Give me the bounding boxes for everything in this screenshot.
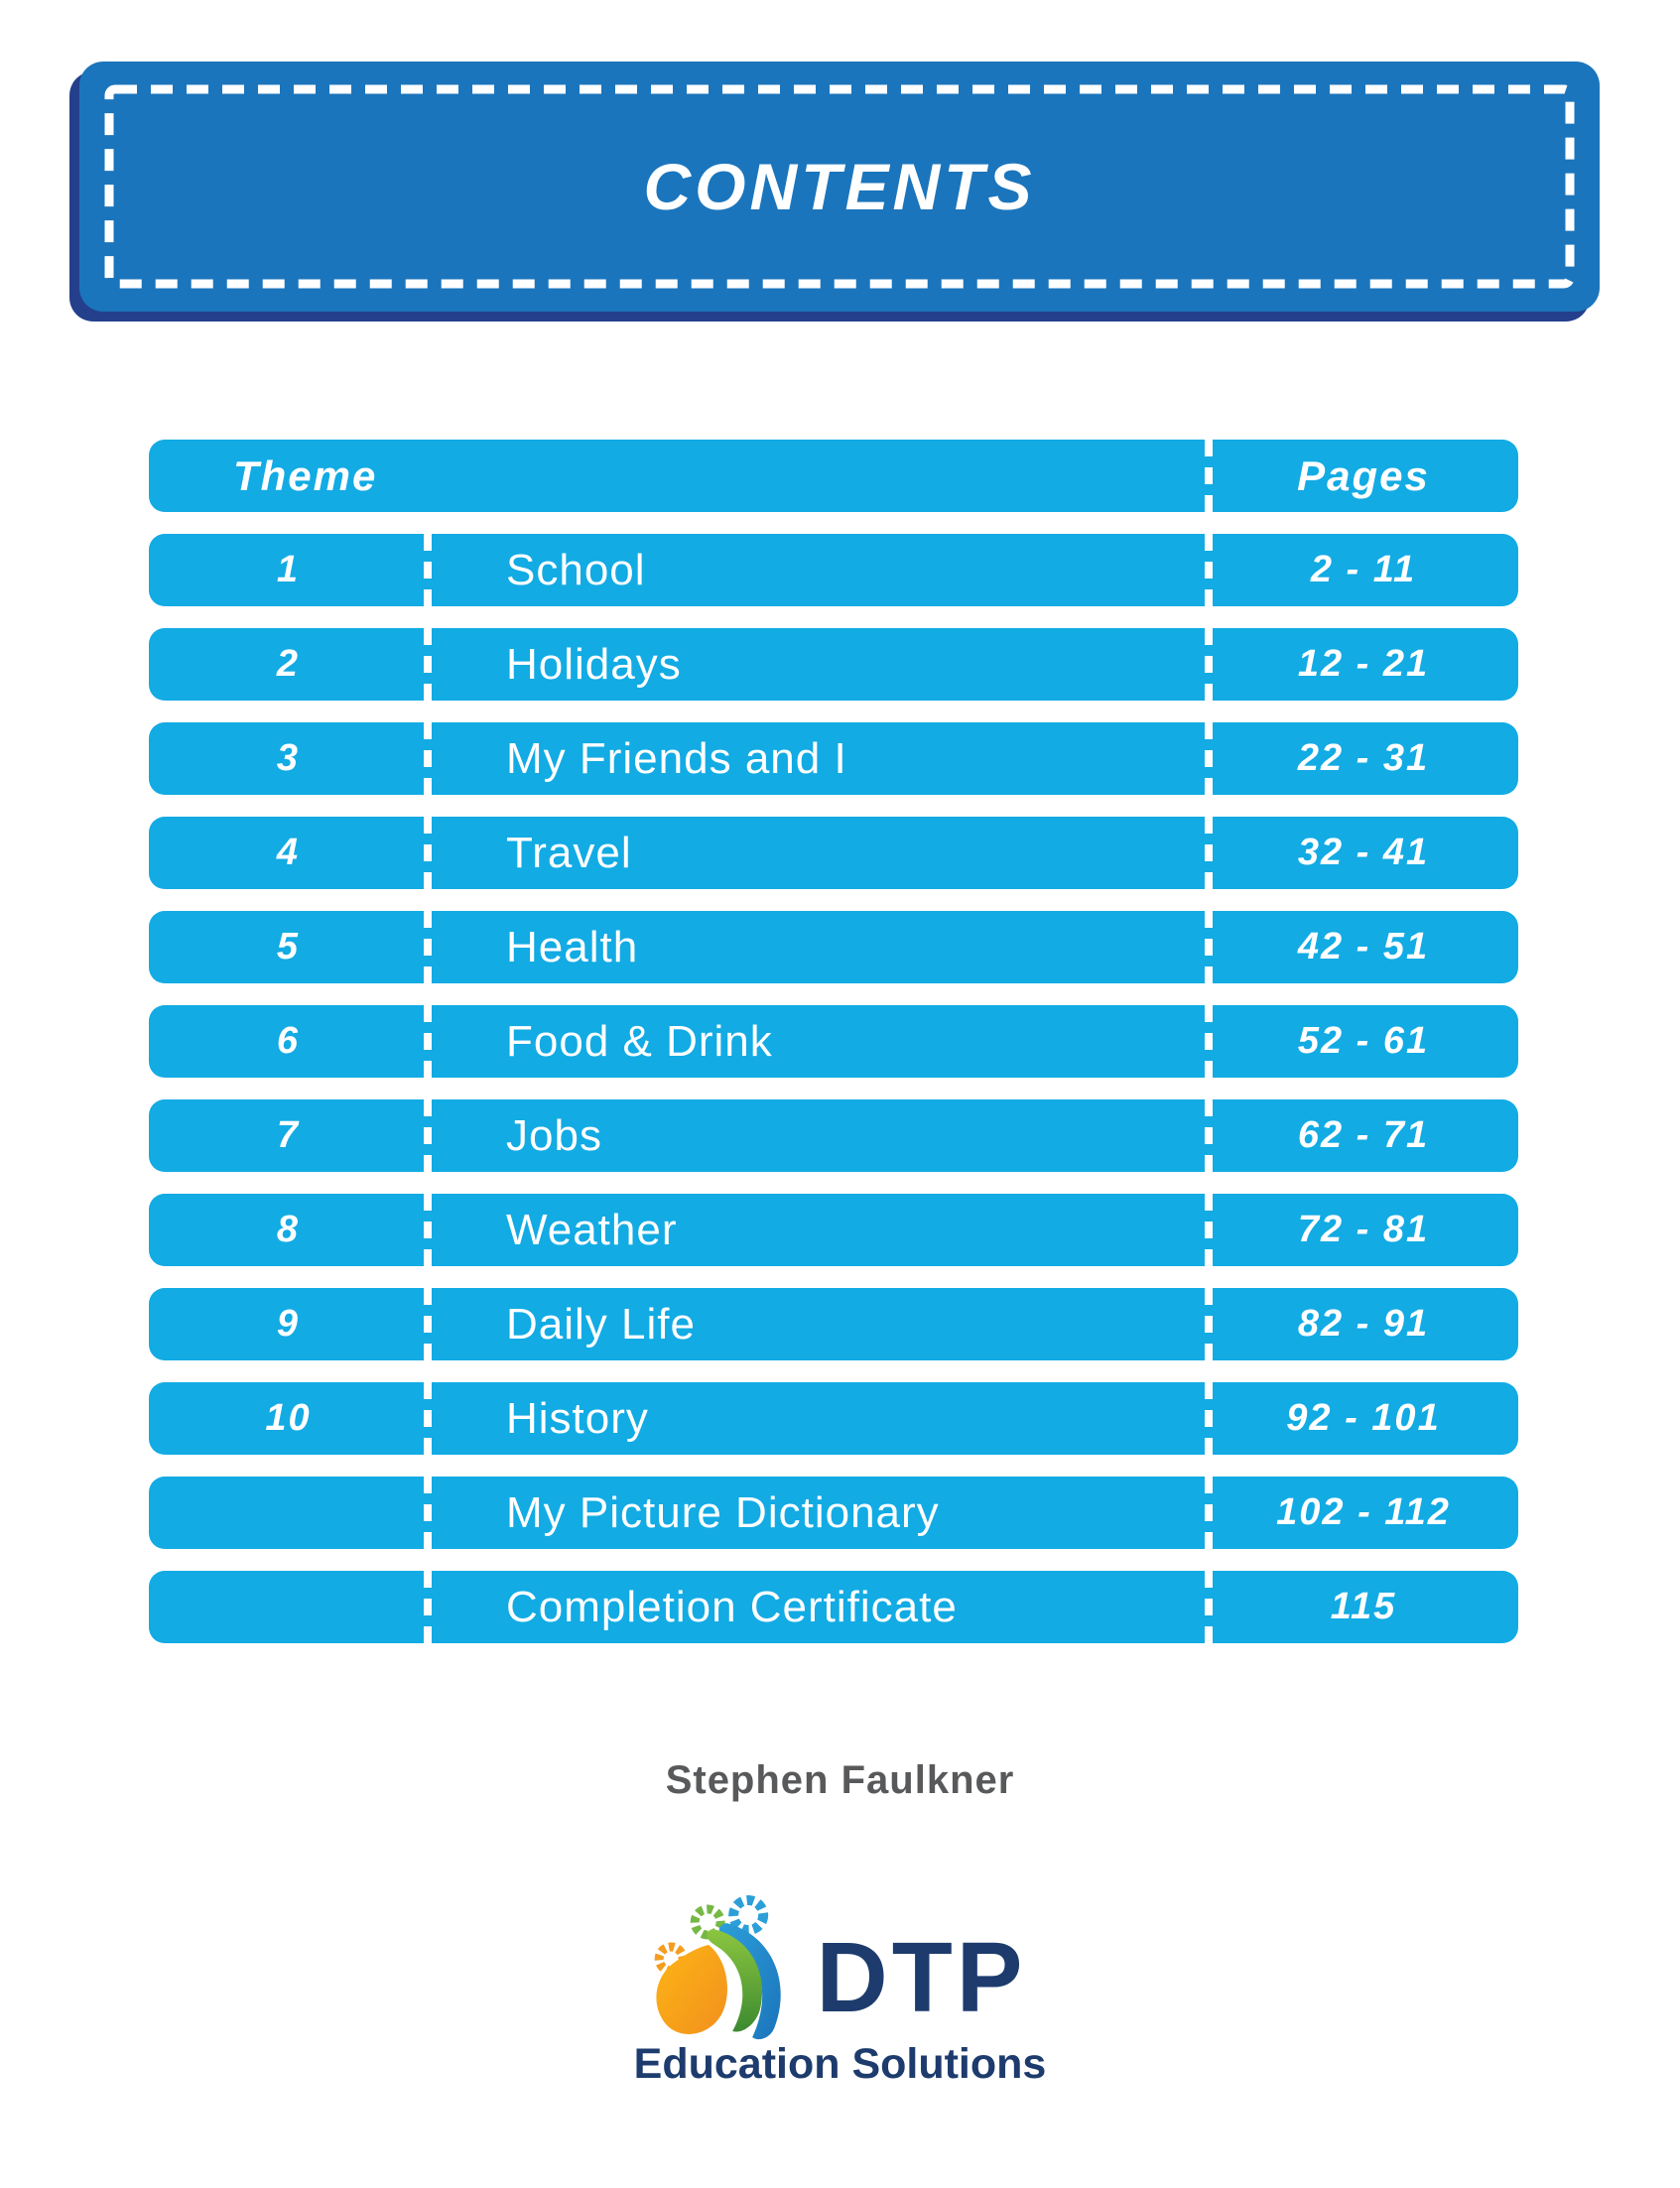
column-divider bbox=[1205, 440, 1213, 512]
pages-value: 82 - 91 bbox=[1297, 1303, 1430, 1345]
column-divider bbox=[1205, 722, 1213, 795]
column-divider bbox=[424, 534, 432, 606]
theme-label: Health bbox=[506, 922, 639, 971]
theme-label: Completion Certificate bbox=[506, 1582, 958, 1631]
contents-table-body: 1 School 2 - 11 2 Holidays 12 - 21 3 My … bbox=[149, 534, 1518, 1643]
column-divider bbox=[1205, 1005, 1213, 1078]
pages-value: 62 - 71 bbox=[1297, 1114, 1430, 1156]
banner-dashed-border bbox=[104, 84, 1575, 289]
theme-label: Jobs bbox=[506, 1110, 602, 1160]
column-divider bbox=[1205, 817, 1213, 889]
pages-value: 12 - 21 bbox=[1297, 643, 1430, 685]
pages-value: 42 - 51 bbox=[1297, 926, 1430, 967]
theme-number: 4 bbox=[276, 832, 301, 873]
table-row: 7 Jobs 62 - 71 bbox=[149, 1099, 1518, 1172]
table-row: 8 Weather 72 - 81 bbox=[149, 1194, 1518, 1266]
dtp-people-mark-icon bbox=[654, 1895, 782, 2040]
column-divider bbox=[1205, 1571, 1213, 1643]
table-row: 3 My Friends and I 22 - 31 bbox=[149, 722, 1518, 795]
pages-value: 115 bbox=[1330, 1586, 1397, 1627]
theme-label: My Friends and I bbox=[506, 733, 847, 783]
pages-value: 32 - 41 bbox=[1297, 832, 1430, 873]
theme-label: History bbox=[506, 1393, 649, 1443]
theme-number: 6 bbox=[276, 1020, 301, 1062]
logo-tagline: Education Solutions bbox=[633, 2040, 1047, 2088]
pages-value: 72 - 81 bbox=[1297, 1209, 1430, 1250]
column-divider bbox=[1205, 1099, 1213, 1172]
table-row: 1 School 2 - 11 bbox=[149, 534, 1518, 606]
table-row: 9 Daily Life 82 - 91 bbox=[149, 1288, 1518, 1360]
theme-number: 9 bbox=[276, 1303, 301, 1345]
theme-number: 7 bbox=[276, 1114, 301, 1156]
pages-value: 102 - 112 bbox=[1276, 1491, 1451, 1533]
theme-label: School bbox=[506, 545, 646, 594]
table-row: 4 Travel 32 - 41 bbox=[149, 817, 1518, 889]
column-divider bbox=[424, 1099, 432, 1172]
pages-value: 22 - 31 bbox=[1297, 737, 1430, 779]
column-divider bbox=[1205, 1288, 1213, 1360]
column-divider bbox=[1205, 534, 1213, 606]
pages-value: 52 - 61 bbox=[1297, 1020, 1430, 1062]
theme-number: 5 bbox=[276, 926, 301, 967]
theme-column-header: Theme bbox=[233, 451, 378, 499]
column-divider bbox=[424, 1005, 432, 1078]
column-divider bbox=[424, 1382, 432, 1455]
column-divider bbox=[424, 1477, 432, 1549]
table-row: 5 Health 42 - 51 bbox=[149, 911, 1518, 983]
column-divider bbox=[1205, 628, 1213, 701]
column-divider bbox=[424, 1288, 432, 1360]
table-header-row: Theme Pages bbox=[149, 440, 1518, 512]
column-divider bbox=[424, 628, 432, 701]
theme-number: 10 bbox=[265, 1397, 312, 1439]
theme-number: 2 bbox=[276, 643, 301, 685]
table-row: 10 History 92 - 101 bbox=[149, 1382, 1518, 1455]
column-divider bbox=[424, 817, 432, 889]
column-divider bbox=[1205, 1477, 1213, 1549]
theme-label: Holidays bbox=[506, 639, 682, 689]
page-title: CONTENTS bbox=[643, 150, 1036, 223]
column-divider bbox=[424, 1194, 432, 1266]
theme-number: 3 bbox=[276, 737, 301, 779]
pages-value: 2 - 11 bbox=[1310, 549, 1417, 590]
pages-column-header: Pages bbox=[1297, 451, 1430, 499]
theme-label: Weather bbox=[506, 1205, 678, 1254]
table-row: Completion Certificate 115 bbox=[149, 1571, 1518, 1643]
theme-label: My Picture Dictionary bbox=[506, 1487, 940, 1537]
author-name: Stephen Faulkner bbox=[665, 1758, 1015, 1802]
theme-label: Daily Life bbox=[506, 1299, 696, 1349]
table-row: 2 Holidays 12 - 21 bbox=[149, 628, 1518, 701]
column-divider bbox=[424, 722, 432, 795]
table-row: My Picture Dictionary 102 - 112 bbox=[149, 1477, 1518, 1549]
column-divider bbox=[1205, 1382, 1213, 1455]
theme-label: Food & Drink bbox=[506, 1016, 773, 1066]
column-divider bbox=[1205, 1194, 1213, 1266]
theme-number: 1 bbox=[276, 549, 301, 590]
contents-table: Theme Pages 1 School 2 - 11 2 Holidays 1… bbox=[149, 440, 1518, 1665]
table-row: 6 Food & Drink 52 - 61 bbox=[149, 1005, 1518, 1078]
logo-name: DTP bbox=[816, 1922, 1027, 2033]
column-divider bbox=[1205, 911, 1213, 983]
publisher-logo: DTP Education Solutions bbox=[633, 1893, 1047, 2089]
column-divider bbox=[424, 911, 432, 983]
pages-value: 92 - 101 bbox=[1286, 1397, 1441, 1439]
column-divider bbox=[424, 1571, 432, 1643]
contents-banner: CONTENTS bbox=[79, 62, 1600, 312]
theme-label: Travel bbox=[506, 828, 632, 877]
theme-number: 8 bbox=[276, 1209, 301, 1250]
